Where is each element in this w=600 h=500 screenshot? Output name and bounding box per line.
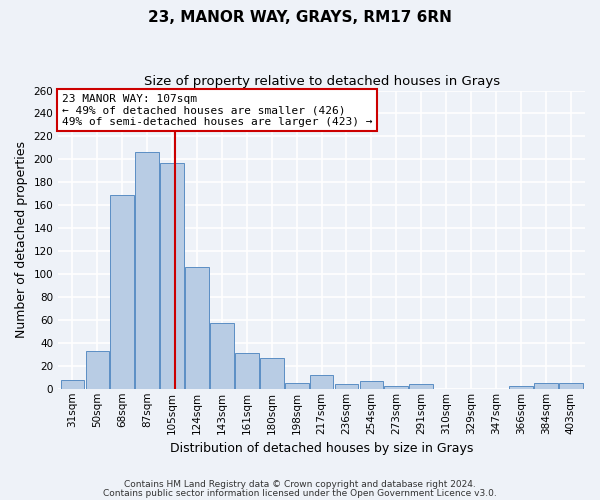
Bar xyxy=(559,383,583,389)
Bar xyxy=(409,384,433,389)
Bar xyxy=(110,195,134,389)
Bar xyxy=(136,152,159,389)
Bar xyxy=(160,163,184,389)
Bar xyxy=(285,383,308,389)
Text: Contains HM Land Registry data © Crown copyright and database right 2024.: Contains HM Land Registry data © Crown c… xyxy=(124,480,476,489)
Bar xyxy=(335,384,358,389)
Bar xyxy=(534,383,557,389)
Bar xyxy=(61,380,85,389)
Text: 23 MANOR WAY: 107sqm
← 49% of detached houses are smaller (426)
49% of semi-deta: 23 MANOR WAY: 107sqm ← 49% of detached h… xyxy=(62,94,373,126)
Bar xyxy=(235,353,259,389)
Text: 23, MANOR WAY, GRAYS, RM17 6RN: 23, MANOR WAY, GRAYS, RM17 6RN xyxy=(148,10,452,25)
Bar xyxy=(385,386,408,389)
Bar xyxy=(509,386,533,389)
Bar xyxy=(310,375,334,389)
X-axis label: Distribution of detached houses by size in Grays: Distribution of detached houses by size … xyxy=(170,442,473,455)
Bar xyxy=(210,324,234,389)
Title: Size of property relative to detached houses in Grays: Size of property relative to detached ho… xyxy=(143,75,500,88)
Bar xyxy=(260,358,284,389)
Text: Contains public sector information licensed under the Open Government Licence v3: Contains public sector information licen… xyxy=(103,488,497,498)
Y-axis label: Number of detached properties: Number of detached properties xyxy=(15,141,28,338)
Bar xyxy=(359,380,383,389)
Bar xyxy=(185,267,209,389)
Bar xyxy=(86,351,109,389)
